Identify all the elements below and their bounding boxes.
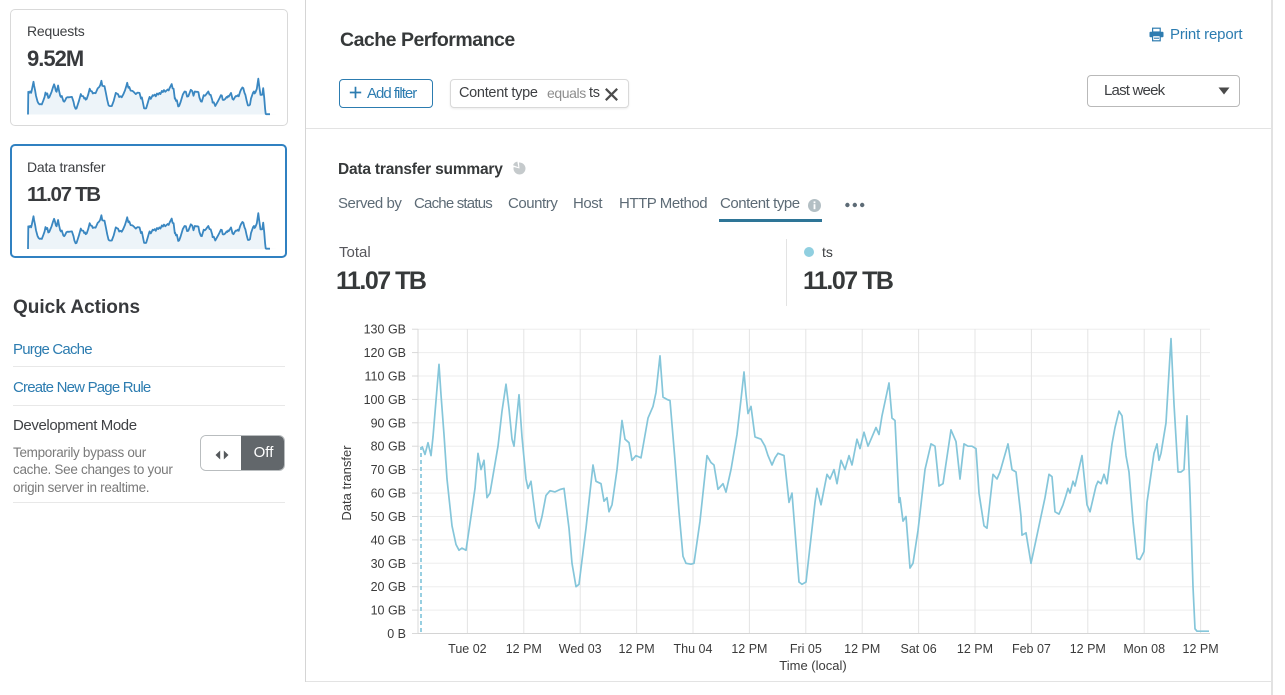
svg-text:70 GB: 70 GB xyxy=(371,463,406,477)
svg-text:10 GB: 10 GB xyxy=(371,604,406,618)
svg-text:Time (local): Time (local) xyxy=(779,658,846,673)
svg-text:90 GB: 90 GB xyxy=(371,416,406,430)
svg-text:80 GB: 80 GB xyxy=(371,440,406,454)
svg-text:Thu 04: Thu 04 xyxy=(674,642,713,656)
svg-text:12 PM: 12 PM xyxy=(1070,642,1106,656)
svg-text:50 GB: 50 GB xyxy=(371,510,406,524)
svg-text:12 PM: 12 PM xyxy=(1183,642,1219,656)
svg-text:Data transfer: Data transfer xyxy=(339,445,354,521)
svg-text:130 GB: 130 GB xyxy=(364,323,406,337)
svg-text:12 PM: 12 PM xyxy=(957,642,993,656)
svg-text:40 GB: 40 GB xyxy=(371,533,406,547)
svg-text:30 GB: 30 GB xyxy=(371,557,406,571)
svg-text:20 GB: 20 GB xyxy=(371,580,406,594)
svg-text:60 GB: 60 GB xyxy=(371,487,406,501)
svg-text:12 PM: 12 PM xyxy=(506,642,542,656)
svg-text:Tue 02: Tue 02 xyxy=(448,642,487,656)
svg-text:12 PM: 12 PM xyxy=(844,642,880,656)
svg-text:120 GB: 120 GB xyxy=(364,346,406,360)
svg-text:Wed 03: Wed 03 xyxy=(559,642,602,656)
svg-text:12 PM: 12 PM xyxy=(731,642,767,656)
svg-text:Feb 07: Feb 07 xyxy=(1012,642,1051,656)
svg-text:0 B: 0 B xyxy=(387,627,406,641)
svg-text:110 GB: 110 GB xyxy=(365,370,406,384)
svg-text:Mon 08: Mon 08 xyxy=(1123,642,1165,656)
svg-text:Sat 06: Sat 06 xyxy=(901,642,937,656)
svg-text:Fri 05: Fri 05 xyxy=(790,642,822,656)
svg-text:12 PM: 12 PM xyxy=(619,642,655,656)
svg-text:100 GB: 100 GB xyxy=(364,393,406,407)
